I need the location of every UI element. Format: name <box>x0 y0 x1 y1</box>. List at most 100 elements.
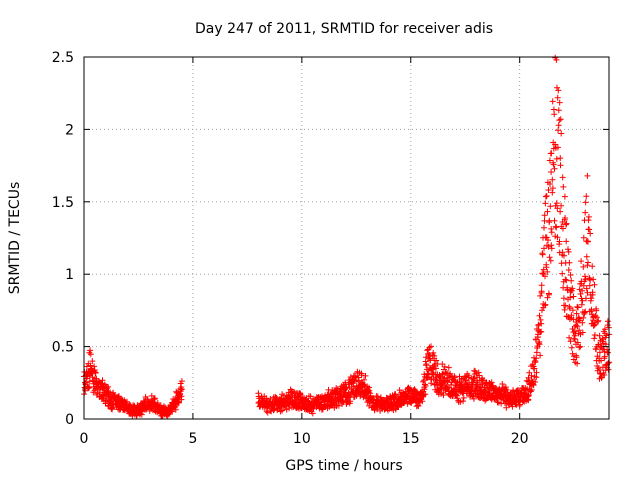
data-point <box>574 323 581 330</box>
data-point <box>587 230 594 237</box>
chart-title: Day 247 of 2011, SRMTID for receiver adi… <box>195 21 493 37</box>
data-point <box>87 362 94 369</box>
y-tick-label: 1.5 <box>52 195 74 211</box>
data-point <box>562 276 569 283</box>
data-point <box>583 295 589 302</box>
data-point <box>358 372 365 379</box>
data-point <box>605 360 612 367</box>
data-point <box>263 395 270 402</box>
data-point <box>561 193 568 200</box>
y-tick-label: 0 <box>65 412 74 428</box>
data-point <box>542 273 548 280</box>
data-point <box>433 357 440 364</box>
data-point <box>553 56 560 63</box>
data-point <box>577 343 584 350</box>
data-point <box>553 155 560 162</box>
data-point <box>583 285 590 292</box>
data-point <box>551 111 558 118</box>
data-point <box>499 381 506 387</box>
data-point <box>441 363 448 370</box>
data-point <box>547 203 554 210</box>
data-point <box>557 208 564 215</box>
data-point <box>579 297 586 304</box>
data-point <box>568 312 575 319</box>
data-point <box>577 291 584 297</box>
data-point <box>560 295 567 302</box>
data-point <box>87 347 94 354</box>
data-point <box>604 318 611 325</box>
data-point <box>560 183 567 190</box>
data-point <box>561 252 567 259</box>
data-point <box>541 245 547 252</box>
data-point <box>563 220 570 227</box>
data-point <box>581 309 588 316</box>
data-point <box>109 406 116 413</box>
data-point <box>546 219 553 226</box>
data-point <box>537 292 544 299</box>
data-point <box>541 224 547 231</box>
data-point <box>423 354 429 361</box>
data-point <box>309 410 316 417</box>
data-point <box>539 270 546 277</box>
data-point <box>557 162 564 169</box>
data-point <box>582 276 589 283</box>
data-point <box>542 193 549 200</box>
data-point <box>568 277 575 284</box>
data-point <box>578 301 585 308</box>
data-point <box>347 398 354 405</box>
data-point <box>460 398 467 405</box>
data-point <box>556 99 563 106</box>
plot-frame <box>83 56 610 420</box>
data-point <box>576 327 583 334</box>
data-point <box>552 223 559 230</box>
data-point <box>605 366 612 373</box>
data-point <box>593 314 600 321</box>
data-point <box>604 349 611 356</box>
data-point <box>517 401 523 408</box>
data-point <box>509 403 516 410</box>
data-point <box>591 332 598 338</box>
data-point <box>588 295 595 302</box>
data-point <box>151 395 158 402</box>
data-point <box>462 377 469 384</box>
data-point <box>559 249 566 256</box>
data-point <box>555 107 562 114</box>
data-point <box>588 306 595 313</box>
data-point <box>565 267 572 273</box>
data-point <box>593 307 600 314</box>
data-point <box>547 257 554 264</box>
data-point <box>591 335 598 342</box>
data-point <box>570 293 577 300</box>
data-point <box>548 150 555 157</box>
data-point <box>362 372 369 379</box>
data-point <box>178 378 185 385</box>
data-point <box>541 212 548 219</box>
data-point <box>476 372 483 379</box>
data-point <box>586 226 593 233</box>
data-point <box>596 349 603 356</box>
data-point <box>490 382 496 389</box>
data-point <box>488 379 495 386</box>
data-point <box>177 390 184 397</box>
data-point <box>428 343 434 350</box>
data-point <box>567 294 574 301</box>
data-point <box>536 312 543 319</box>
data-point <box>549 176 556 183</box>
data-point <box>579 329 586 336</box>
data-point <box>569 307 576 314</box>
data-point <box>585 238 591 245</box>
data-point <box>538 282 545 289</box>
data-point <box>345 393 352 400</box>
data-point <box>555 87 562 94</box>
data-point <box>444 377 451 384</box>
data-point <box>584 172 591 179</box>
data-point <box>531 365 538 372</box>
data-point <box>83 363 90 370</box>
x-axis-label: GPS time / hours <box>285 458 402 474</box>
data-point <box>557 155 564 162</box>
data-point <box>502 384 509 391</box>
data-point <box>582 209 589 216</box>
data-point <box>546 291 552 298</box>
data-point <box>465 372 472 379</box>
